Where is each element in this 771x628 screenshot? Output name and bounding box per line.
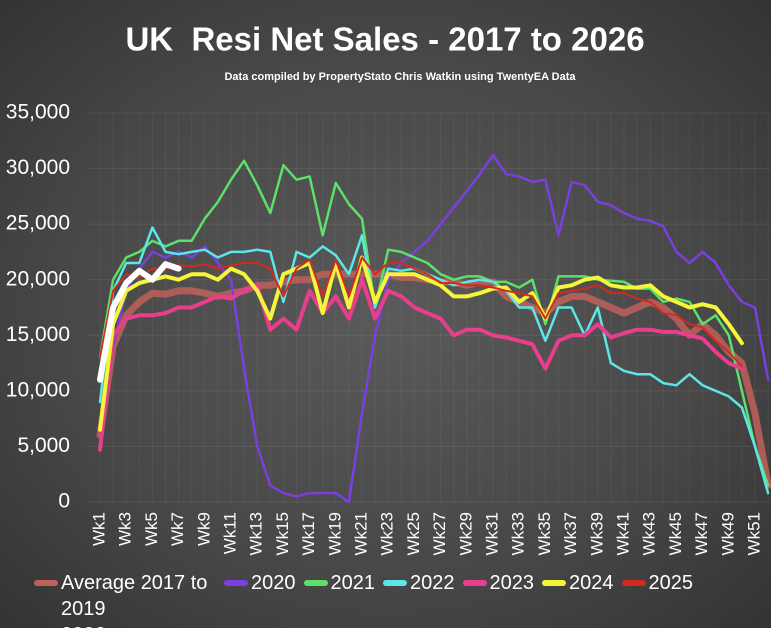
- legend-item: 2025: [621, 570, 694, 596]
- x-tick-label: Wk9: [194, 512, 213, 546]
- legend-swatch: [462, 580, 487, 586]
- x-tick-label: Wk19: [325, 512, 344, 555]
- x-tick-label: Wk1: [89, 512, 108, 546]
- legend-label: 2023: [489, 572, 535, 594]
- legend-label: 2021: [330, 572, 376, 594]
- legend-swatch: [34, 580, 58, 586]
- x-tick-label: Wk17: [299, 512, 318, 555]
- series-line: [99, 256, 743, 368]
- legend-item: 2021: [303, 570, 376, 596]
- y-tick-label: 5,000: [17, 434, 70, 457]
- y-tick-label: 30,000: [6, 156, 70, 179]
- x-tick-label: Wk35: [535, 512, 554, 555]
- x-tick-label: Wk3: [116, 512, 135, 546]
- x-tick-label: Wk25: [404, 512, 423, 555]
- legend-item: 2022: [383, 570, 455, 596]
- series-line: [98, 277, 744, 452]
- chart-subtitle: Data compiled by PropertyStato Chris Wat…: [224, 71, 576, 83]
- series-line: [98, 153, 770, 504]
- legend-item: Average 2017 to 2019: [34, 570, 216, 622]
- y-tick-label: 20,000: [6, 267, 70, 290]
- legend-label: 2022: [410, 572, 455, 594]
- x-tick-label: Wk5: [142, 512, 161, 546]
- x-tick-label: Wk37: [561, 512, 580, 555]
- y-tick-label: 15,000: [6, 323, 70, 346]
- x-tick-label: Wk49: [718, 512, 737, 555]
- legend-swatch: [303, 580, 328, 586]
- legend-swatch: [621, 580, 646, 586]
- legend-label: 2026: [61, 622, 106, 628]
- legend: Average 2017 to 2019 2020 2021 2022 2023 2024…: [34, 570, 769, 628]
- x-tick-label: Wk45: [666, 512, 685, 555]
- x-tick-label: Wk21: [351, 512, 370, 555]
- x-tick-label: Wk43: [640, 512, 659, 555]
- x-tick-label: Wk41: [613, 512, 632, 555]
- legend-item: 2024: [542, 570, 614, 596]
- y-tick-label: 35,000: [6, 101, 70, 124]
- y-tick-label: 0: [58, 490, 70, 513]
- x-tick-label: Wk33: [509, 512, 528, 555]
- legend-swatch: [542, 580, 566, 586]
- x-tick-label: Wk27: [430, 512, 449, 555]
- series-line: [98, 159, 770, 487]
- legend-swatch: [224, 580, 248, 586]
- legend-item: 2023: [462, 570, 535, 596]
- series-line: [97, 261, 182, 383]
- x-tick-label: Wk29: [456, 512, 475, 555]
- legend-label: 2020: [251, 572, 296, 594]
- series-line: [98, 255, 744, 432]
- legend-label: 2024: [569, 572, 614, 594]
- legend-label: Average 2017 to 2019: [61, 572, 208, 620]
- y-tick-label: 25,000: [6, 212, 70, 235]
- x-tick-label: Wk11: [220, 512, 239, 554]
- x-tick-label: Wk51: [744, 512, 763, 555]
- x-tick-label: Wk13: [247, 512, 266, 555]
- x-tick-label: Wk47: [692, 512, 711, 555]
- chart-title: UK Resi Net Sales - 2017 to 2026: [125, 21, 644, 58]
- y-tick-label: 10,000: [6, 378, 70, 401]
- legend-item: 2020: [224, 570, 296, 596]
- legend-label: 2025: [648, 572, 694, 594]
- series-line: [98, 226, 770, 495]
- x-tick-label: Wk39: [587, 512, 606, 555]
- legend-item: 2026: [34, 622, 106, 628]
- x-tick-label: Wk23: [378, 512, 397, 555]
- x-tick-label: Wk15: [273, 512, 292, 555]
- legend-swatch: [383, 580, 407, 586]
- x-tick-label: Wk7: [168, 512, 187, 546]
- x-tick-label: Wk31: [482, 512, 501, 555]
